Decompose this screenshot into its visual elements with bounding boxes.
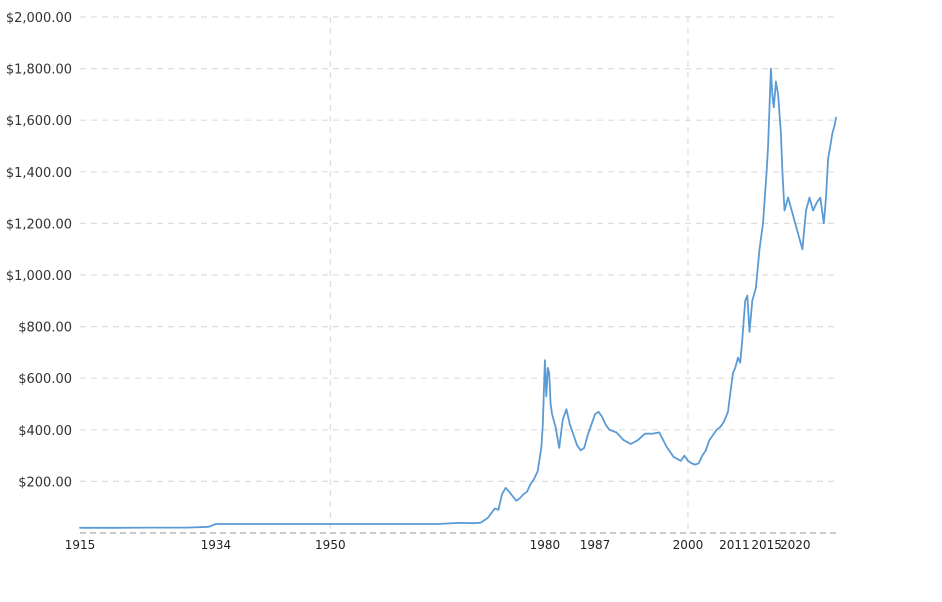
y-tick-label: $800.00 bbox=[18, 321, 72, 336]
series-line bbox=[79, 67, 837, 529]
x-tick-label: 2015 bbox=[751, 538, 782, 552]
y-tick-label: $2,000.00 bbox=[6, 11, 72, 26]
y-tick-label: $1,600.00 bbox=[6, 114, 72, 129]
x-tick-label: 1980 bbox=[530, 538, 561, 552]
y-tick-label: $1,000.00 bbox=[6, 269, 72, 284]
gridlines bbox=[80, 16, 836, 533]
x-tick-label: 1934 bbox=[201, 538, 232, 552]
y-tick-label: $1,800.00 bbox=[6, 63, 72, 78]
x-tick-label: 1915 bbox=[65, 538, 96, 552]
y-tick-label: $1,400.00 bbox=[6, 166, 72, 181]
y-tick-label: $1,200.00 bbox=[6, 217, 72, 232]
x-tick-label: 2020 bbox=[780, 538, 811, 552]
y-axis-tick-labels: $200.00 $400.00 $600.00 $800.00 $1,000.00 $1,… bbox=[6, 11, 72, 490]
y-tick-label: $200.00 bbox=[18, 475, 72, 490]
y-tick-label: $400.00 bbox=[18, 424, 72, 439]
x-tick-label: 2011 bbox=[719, 538, 750, 552]
x-tick-label: 2000 bbox=[673, 538, 704, 552]
x-tick-label: 1950 bbox=[315, 538, 346, 552]
x-tick-label: 1987 bbox=[580, 538, 611, 552]
series-layer bbox=[79, 67, 837, 529]
y-tick-label: $600.00 bbox=[18, 372, 72, 387]
